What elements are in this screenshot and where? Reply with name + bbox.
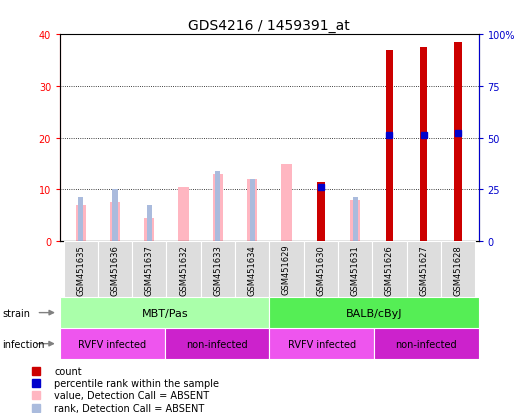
Text: BALB/cByJ: BALB/cByJ [346,308,402,318]
Bar [441,242,475,297]
Bar [178,188,189,242]
Bar [98,242,132,297]
Bar [110,203,120,242]
Text: GSM451628: GSM451628 [453,244,462,295]
Bar [132,242,166,297]
Bar [372,242,406,297]
Text: GSM451635: GSM451635 [76,244,85,295]
Text: non-infected: non-infected [186,339,248,349]
Text: percentile rank within the sample: percentile rank within the sample [54,378,219,388]
Bar [420,48,427,242]
Bar [147,206,152,242]
Text: infection: infection [3,339,45,349]
Text: MBT/Pas: MBT/Pas [141,308,188,318]
Text: GSM451630: GSM451630 [316,244,325,295]
Bar [281,164,292,242]
Bar [166,242,201,297]
Bar [269,328,374,359]
Bar [454,43,462,242]
Text: count: count [54,366,82,376]
Bar [247,180,257,242]
Title: GDS4216 / 1459391_at: GDS4216 / 1459391_at [188,19,350,33]
Text: strain: strain [3,308,31,318]
Text: RVFV infected: RVFV infected [78,339,146,349]
Bar [385,50,393,242]
Bar [317,182,325,242]
Bar [406,242,441,297]
Bar [213,174,223,242]
Text: GSM451632: GSM451632 [179,244,188,295]
Bar [64,242,98,297]
Bar [304,242,338,297]
Text: value, Detection Call = ABSENT: value, Detection Call = ABSENT [54,390,210,401]
Bar [235,242,269,297]
Text: GSM451626: GSM451626 [385,244,394,295]
Bar [269,242,304,297]
Text: GSM451629: GSM451629 [282,244,291,295]
Text: rank, Detection Call = ABSENT: rank, Detection Call = ABSENT [54,403,204,413]
Bar [60,297,269,328]
Bar [144,218,154,242]
Bar [374,328,479,359]
Bar [338,242,372,297]
Text: GSM451631: GSM451631 [350,244,360,295]
Bar [60,328,165,359]
Bar [249,180,255,242]
Text: GSM451627: GSM451627 [419,244,428,295]
Bar [201,242,235,297]
Bar [350,200,360,242]
Text: GSM451633: GSM451633 [213,244,222,295]
Bar [76,206,86,242]
Text: GSM451634: GSM451634 [248,244,257,295]
Bar [165,328,269,359]
Text: RVFV infected: RVFV infected [288,339,356,349]
Bar [353,198,358,242]
Text: GSM451637: GSM451637 [145,244,154,295]
Text: non-infected: non-infected [395,339,457,349]
Bar [269,297,479,328]
Bar [112,190,118,242]
Bar [215,172,221,242]
Text: GSM451636: GSM451636 [110,244,120,295]
Bar [78,198,83,242]
